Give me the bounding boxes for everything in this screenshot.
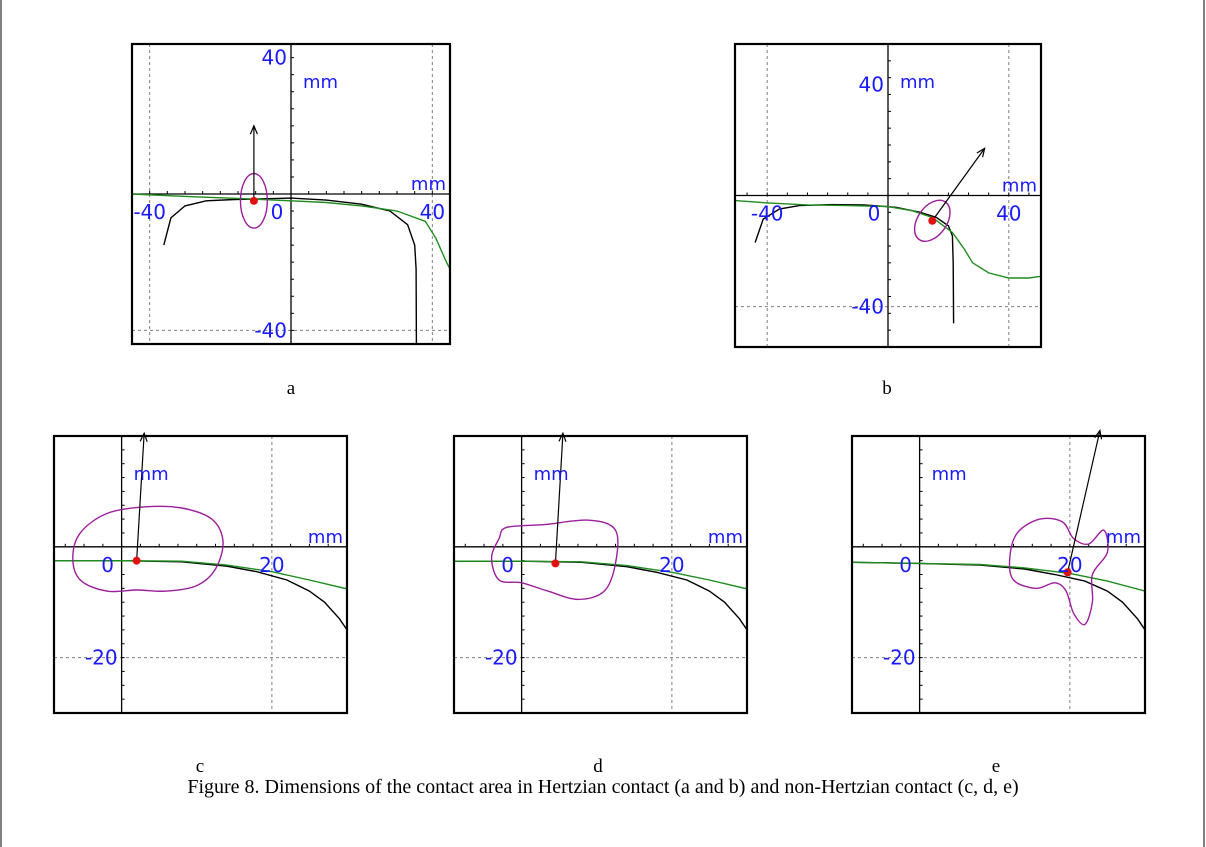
arrow-head	[249, 124, 258, 135]
contact-area-outline	[490, 519, 619, 601]
normal-force-arrow	[136, 433, 145, 561]
y-tick-label: -20	[85, 646, 118, 670]
normal-force-arrow	[1067, 430, 1101, 573]
x-unit-label: mm	[308, 527, 343, 548]
contact-point	[551, 559, 560, 568]
chart-panel-d: 0 20 -20 mm mm	[452, 431, 749, 715]
contact-point	[928, 216, 937, 225]
arrow-head	[976, 147, 986, 158]
profile-line-black	[852, 561, 1145, 631]
contact-area-outline	[72, 505, 224, 593]
panel-label-d: d	[593, 756, 603, 777]
x-tick-label: 0	[101, 553, 114, 577]
chart-frame	[52, 434, 349, 715]
x-unit-label: mm	[411, 174, 446, 195]
panel-label-e: e	[991, 756, 1001, 777]
x-unit-label: mm	[708, 527, 743, 548]
chart-frame	[130, 42, 452, 346]
plot-area	[132, 44, 450, 344]
x-tick-label: 0	[501, 553, 514, 577]
y-tick-label: -40	[851, 295, 884, 319]
chart-panel-e: 0 20 -20 mm mm	[850, 428, 1147, 715]
chart-a: -40 0 40 40 -40 mm mm	[130, 42, 452, 346]
y-tick-label: -20	[485, 646, 518, 670]
chart-panel-c: 0 20 -20 mm mm	[52, 431, 349, 715]
profile-line-black	[454, 560, 747, 631]
contact-area-outline	[1008, 517, 1109, 626]
profile-line-green	[852, 561, 1145, 592]
chart-frame	[850, 434, 1147, 715]
chart-panel-a: -40 0 40 40 -40 mm mm	[130, 42, 452, 346]
y-tick-label: 40	[262, 46, 287, 70]
x-tick-label: 0	[899, 553, 912, 577]
arrow-head	[139, 431, 148, 442]
x-tick-label: -40	[133, 200, 166, 224]
chart-d: 0 20 -20 mm mm	[452, 431, 749, 715]
x-unit-label: mm	[1106, 527, 1141, 548]
y-unit-label: mm	[900, 72, 935, 93]
chart-b: -40 0 40 40 -40 mm mm	[733, 42, 1043, 349]
x-tick-label: 40	[996, 202, 1021, 226]
plot-area	[852, 436, 1145, 713]
x-tick-label: 40	[420, 200, 445, 224]
y-unit-label: mm	[932, 464, 967, 485]
profile-line-green	[132, 193, 450, 270]
contact-point	[249, 196, 258, 205]
y-unit-label: mm	[134, 464, 169, 485]
plot-area	[54, 436, 347, 713]
chart-frame	[733, 42, 1043, 349]
chart-c: 0 20 -20 mm mm	[52, 431, 349, 715]
contact-point	[132, 556, 141, 565]
x-tick-label: 20	[659, 553, 684, 577]
panel-label-c: c	[195, 756, 205, 777]
x-tick-label: -40	[751, 202, 784, 226]
normal-force-arrow	[554, 433, 564, 564]
y-tick-label: -40	[254, 318, 287, 342]
panel-label-b: b	[882, 378, 892, 399]
profile-line-black	[54, 560, 347, 631]
figure-caption: Figure 8. Dimensions of the contact area…	[187, 776, 1019, 798]
x-tick-label: 0	[868, 202, 881, 226]
contact-point	[1063, 568, 1072, 577]
x-unit-label: mm	[1002, 176, 1037, 197]
profile-line-green	[54, 560, 347, 590]
chart-e: 0 20 -20 mm mm	[850, 428, 1147, 715]
profile-line-black	[163, 197, 418, 344]
panel-label-a: a	[286, 378, 296, 399]
x-tick-label: 0	[271, 200, 284, 224]
y-unit-label: mm	[303, 72, 338, 93]
arrow-head	[558, 431, 567, 442]
x-tick-label: 20	[1057, 553, 1082, 577]
chart-frame	[452, 434, 749, 715]
plot-area	[735, 44, 1041, 347]
normal-force-arrow	[931, 148, 986, 222]
plot-area	[454, 436, 747, 713]
y-tick-label: 40	[859, 72, 884, 96]
profile-line-green	[735, 199, 1041, 279]
y-unit-label: mm	[534, 464, 569, 485]
x-tick-label: 20	[259, 553, 284, 577]
y-tick-label: -20	[883, 646, 916, 670]
profile-line-green	[454, 560, 747, 590]
chart-panel-b: -40 0 40 40 -40 mm mm	[733, 42, 1043, 349]
